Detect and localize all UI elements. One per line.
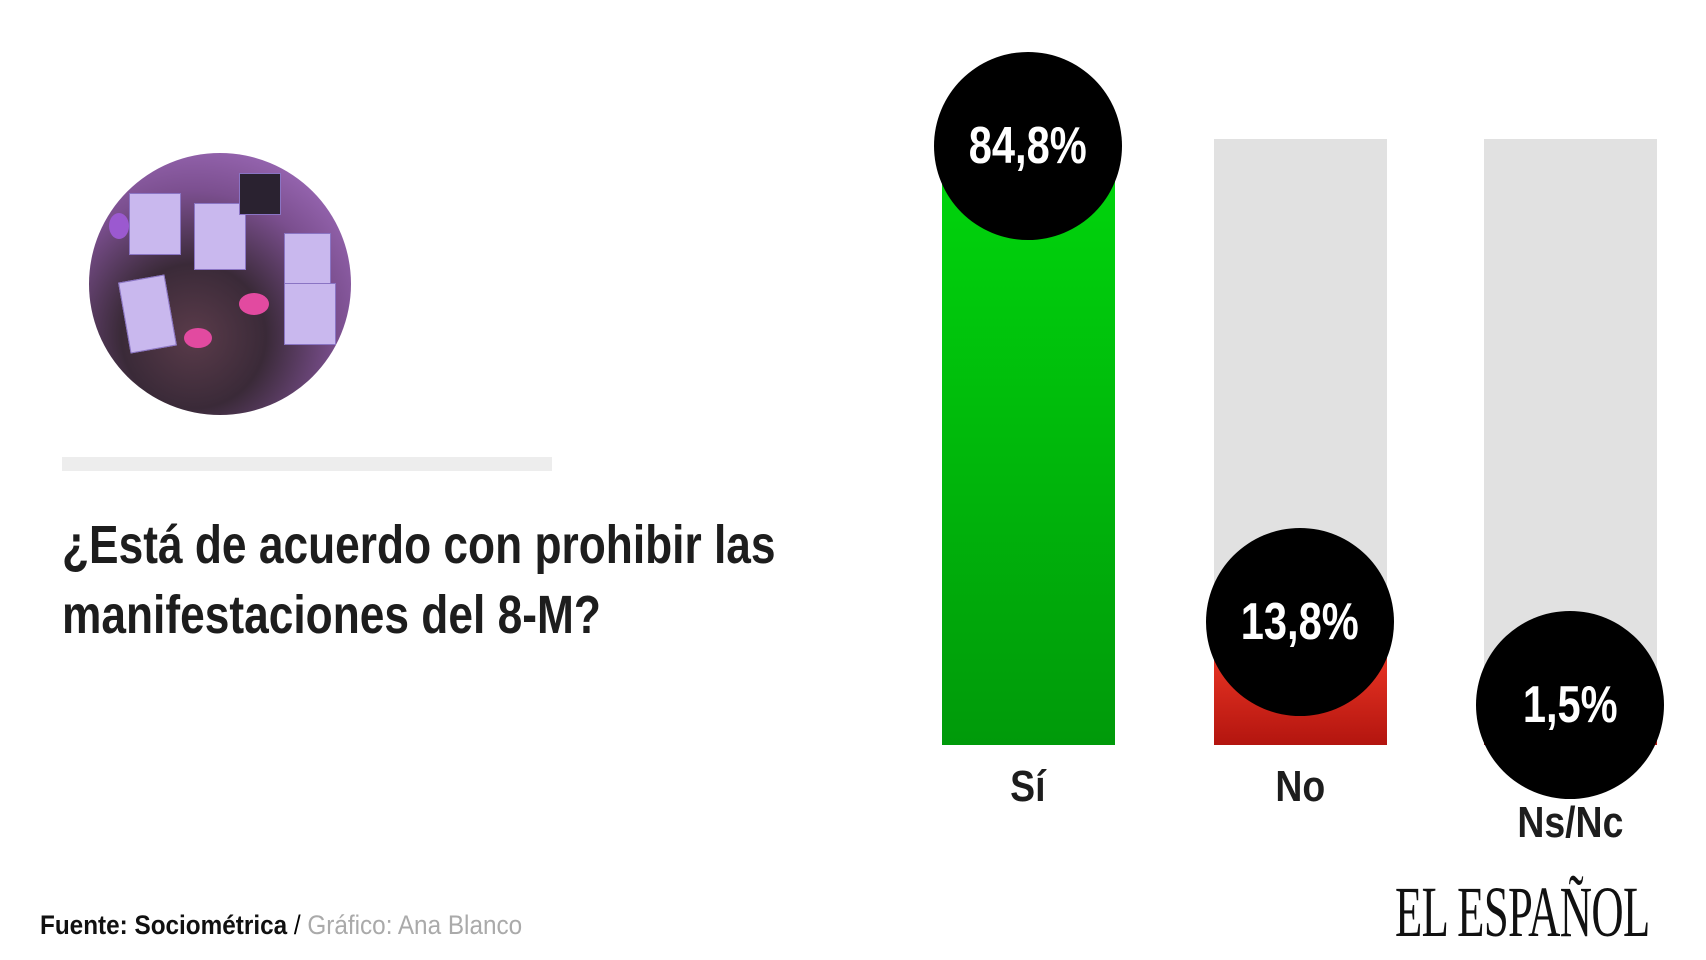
value-label-1: 13,8% <box>1206 528 1394 717</box>
category-text: Sí <box>1010 762 1046 811</box>
el-espanol-logo: EL ESPAÑOL <box>1395 872 1650 952</box>
category-label-1: No <box>1200 762 1400 812</box>
category-label-2: Ns/Nc <box>1470 798 1670 848</box>
bar-track-0 <box>942 139 1115 745</box>
bar-0 <box>942 176 1115 745</box>
value-text: 13,8% <box>1241 593 1359 652</box>
divider <box>62 457 552 471</box>
category-text: Ns/Nc <box>1516 798 1624 847</box>
source: Fuente: Sociométrica <box>40 910 288 940</box>
value-text: 84,8% <box>969 116 1087 175</box>
value-text: 1,5% <box>1522 675 1618 734</box>
chart-title: ¿Está de acuerdo con prohibir las manife… <box>62 515 776 645</box>
separator: / <box>287 910 308 940</box>
category-label-0: Sí <box>928 762 1128 812</box>
value-label-0: 84,8% <box>934 51 1122 240</box>
value-label-2: 1,5% <box>1476 610 1664 799</box>
protest-photo <box>89 153 351 415</box>
category-text: No <box>1275 762 1325 811</box>
credit: Gráfico: Ana Blanco <box>307 910 523 940</box>
footer: Fuente: Sociométrica / Gráfico: Ana Blan… <box>40 910 522 941</box>
